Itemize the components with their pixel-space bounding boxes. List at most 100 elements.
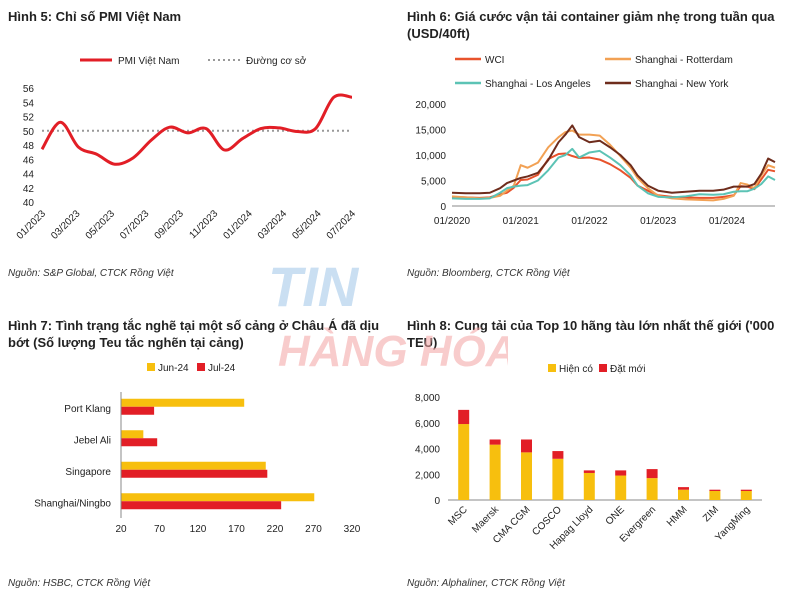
y-tick-label: 2,000 xyxy=(415,470,440,481)
x-tick-label: 01/2023 xyxy=(640,216,677,227)
y-tick-label: 52 xyxy=(23,113,35,124)
legend-label-jul24: Jul-24 xyxy=(208,363,236,374)
bar-orderbook xyxy=(583,470,595,473)
bar-jun24 xyxy=(121,430,144,439)
fig6-source: Nguồn: Bloomberg, CTCK Rồng Việt xyxy=(407,268,570,279)
bar-orderbook xyxy=(458,409,470,425)
bar-orderbook xyxy=(646,469,658,479)
y-tick-label: 20,000 xyxy=(415,100,446,111)
x-tick-label: 70 xyxy=(154,524,166,535)
fig8-title-line2: TEU) xyxy=(407,335,438,350)
fig6-title-line2: (USD/40ft) xyxy=(407,26,470,41)
fig5-source: Nguồn: S&P Global, CTCK Rồng Việt xyxy=(8,268,174,279)
bar-orderbook xyxy=(489,439,501,445)
y-tick-label: 48 xyxy=(23,141,35,152)
category-label: Shanghai/Ningbo xyxy=(34,498,111,509)
x-tick-label: 01/2023 xyxy=(15,208,49,242)
legend-label-rotterdam: Shanghai - Rotterdam xyxy=(635,55,733,66)
bar-existing xyxy=(489,444,501,500)
x-tick-label: HMM xyxy=(665,504,690,529)
x-tick-label: 270 xyxy=(305,524,322,535)
y-tick-label: 0 xyxy=(440,202,446,213)
y-tick-label: 50 xyxy=(23,127,35,138)
category-label: Singapore xyxy=(65,467,111,478)
fig5-title: Hình 5: Chỉ số PMI Việt Nam xyxy=(8,9,182,24)
fig7-title-line2: bớt (Số lượng Teu tắc nghẽn tại cảng) xyxy=(8,335,244,350)
bar-existing xyxy=(521,452,532,500)
x-tick-label: 01/2020 xyxy=(434,216,471,227)
x-tick-label: 320 xyxy=(344,524,361,535)
x-tick-label: 07/2024 xyxy=(325,208,359,242)
x-tick-label: ONE xyxy=(604,504,627,527)
y-tick-label: 15,000 xyxy=(415,126,446,137)
bar-orderbook xyxy=(678,487,689,490)
legend-label-jun24: Jun-24 xyxy=(158,363,189,374)
legend-swatch-jun24 xyxy=(147,363,155,371)
bar-existing xyxy=(615,475,627,500)
x-tick-label: 220 xyxy=(267,524,284,535)
fig5-pmi-chart: PMI Việt Nam Đường cơ sở 40 42 44 46 48 50 52 54 5… xyxy=(15,55,359,242)
fig6-freight-chart: WCI Shanghai - Rotterdam Shanghai - Los An… xyxy=(415,55,776,227)
legend-label-existing: Hiện có xyxy=(559,364,593,375)
legend-label-pmi: PMI Việt Nam xyxy=(118,56,180,67)
bar-orderbook xyxy=(521,439,532,453)
bar-existing xyxy=(646,478,658,500)
x-tick-label: 05/2024 xyxy=(290,208,324,242)
bar-jun24 xyxy=(121,461,266,470)
bar-jul24 xyxy=(121,438,158,447)
category-label: Jebel Ali xyxy=(74,435,111,446)
bar-existing xyxy=(458,424,470,500)
fig7-title: Hình 7: Tình trạng tắc nghẽ tại một số c… xyxy=(8,318,380,333)
bar-existing xyxy=(552,458,564,500)
x-tick-label: 20 xyxy=(115,524,127,535)
x-tick-label: 09/2023 xyxy=(153,208,187,242)
x-tick-label: 01/2024 xyxy=(709,216,746,227)
fig8-carrier-capacity-chart: Hiện có Đặt mới 0 2,000 4,000 6,000 8,000 MSC Ma… xyxy=(415,364,762,552)
x-tick-label: ZIM xyxy=(701,504,721,524)
y-tick-label: 40 xyxy=(23,198,35,209)
category-label: Port Klang xyxy=(64,404,111,415)
fig7-port-congestion-chart: Jun-24 Jul-24 Port Klang Jebel Ali Singapore… xyxy=(34,363,361,535)
bar-jul24 xyxy=(121,469,268,478)
series-line-pmi xyxy=(40,93,353,166)
x-tick-label: 01/2024 xyxy=(221,208,255,242)
fig8-title: Hình 8: Cung tải của Top 10 hãng tàu lớn… xyxy=(407,318,775,333)
series-line-los-angeles xyxy=(451,147,776,200)
y-tick-label: 44 xyxy=(23,170,35,181)
x-tick-label: 03/2023 xyxy=(49,208,83,242)
bar-jun24 xyxy=(121,493,315,502)
series-line-new-york xyxy=(451,124,776,195)
x-tick-label: 120 xyxy=(190,524,207,535)
y-tick-label: 10,000 xyxy=(415,151,446,162)
bar-existing xyxy=(583,472,595,500)
y-tick-label: 56 xyxy=(23,84,35,95)
y-tick-label: 4,000 xyxy=(415,445,440,456)
bar-orderbook xyxy=(709,489,721,491)
x-tick-label: YangMing xyxy=(713,504,752,543)
bar-existing xyxy=(709,490,721,500)
legend-label-orderbook: Đặt mới xyxy=(610,364,645,375)
y-tick-label: 0 xyxy=(434,496,440,507)
bar-orderbook xyxy=(740,489,752,491)
x-tick-label: Maersk xyxy=(470,504,502,536)
x-tick-label: 11/2023 xyxy=(188,208,221,241)
x-tick-label: 07/2023 xyxy=(118,208,152,242)
legend-label-wci: WCI xyxy=(485,55,504,66)
bar-jul24 xyxy=(121,406,155,415)
y-tick-label: 6,000 xyxy=(415,419,440,430)
y-tick-label: 54 xyxy=(23,98,35,109)
x-tick-label: 03/2024 xyxy=(256,208,290,242)
fig6-title: Hình 6: Giá cước vận tải container giảm … xyxy=(407,9,775,24)
fig8-source: Nguồn: Alphaliner, CTCK Rồng Việt xyxy=(407,578,565,589)
bar-orderbook xyxy=(552,451,564,459)
fig7-source: Nguồn: HSBC, CTCK Rồng Việt xyxy=(8,578,151,589)
y-tick-label: 5,000 xyxy=(421,177,446,188)
y-tick-label: 46 xyxy=(23,155,35,166)
x-tick-label: 05/2023 xyxy=(84,208,118,242)
x-tick-label: 01/2021 xyxy=(503,216,540,227)
x-tick-label: 01/2022 xyxy=(571,216,608,227)
bar-jul24 xyxy=(121,501,282,510)
legend-swatch-orderbook xyxy=(599,364,607,372)
legend-label-los-angeles: Shanghai - Los Angeles xyxy=(485,79,591,90)
bar-orderbook xyxy=(615,470,627,476)
